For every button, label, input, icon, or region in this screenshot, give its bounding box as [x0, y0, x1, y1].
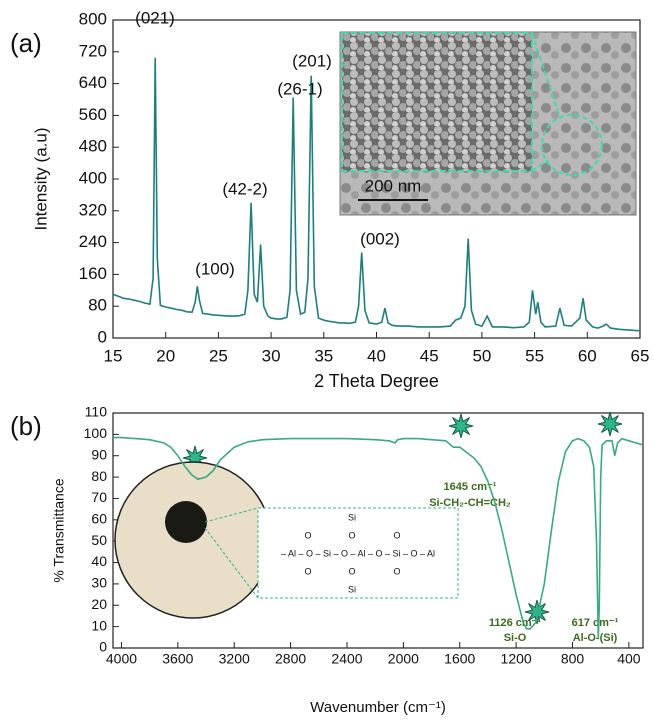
structure-text: O	[393, 530, 400, 540]
y-tick-label: 10	[91, 617, 107, 633]
x-tick-label: 50	[472, 346, 491, 365]
y-tick-label: 70	[91, 489, 107, 505]
x-tick-label: 55	[525, 346, 544, 365]
x-tick-label: 15	[104, 346, 123, 365]
x-tick-label: 1200	[501, 651, 532, 667]
y-axis-label: Intensity (a.u)	[31, 128, 50, 231]
y-tick-label: 640	[79, 73, 107, 92]
x-tick-label: 40	[367, 346, 386, 365]
x-tick-label: 3600	[162, 651, 193, 667]
x-tick-label: 2000	[388, 651, 419, 667]
x-tick-label: 2800	[275, 651, 306, 667]
star-marker	[449, 414, 473, 438]
y-tick-label: 30	[91, 575, 107, 591]
structure-text: O	[393, 566, 400, 576]
sem-image	[342, 33, 532, 171]
y-tick-label: 80	[88, 296, 107, 315]
x-tick-label: 2400	[331, 651, 362, 667]
figure: (a)1520253035404550556065080160240320400…	[0, 0, 654, 728]
x-tick-label: 20	[156, 346, 175, 365]
x-tick-label: 45	[420, 346, 439, 365]
structure-text: Si	[348, 512, 356, 522]
structure-text: O	[304, 566, 311, 576]
x-axis-label: Wavenumber (cm⁻¹)	[310, 699, 446, 716]
x-tick-label: 25	[209, 346, 228, 365]
annotation: 1126 cm⁻¹	[489, 617, 542, 629]
x-tick-label: 800	[561, 651, 585, 667]
annotation: 617 cm⁻¹	[572, 617, 619, 629]
y-tick-label: 20	[91, 596, 107, 612]
peak-label: (42-2)	[222, 179, 267, 198]
x-tick-label: 3200	[219, 651, 250, 667]
y-tick-label: 80	[91, 468, 107, 484]
star-marker	[598, 412, 622, 436]
structure-text: Si	[348, 584, 356, 594]
y-tick-label: 110	[85, 404, 108, 420]
peak-label: (002)	[360, 229, 400, 248]
scale-bar-label: 200 nm	[365, 176, 422, 195]
y-tick-label: 400	[79, 168, 107, 187]
x-tick-label: 30	[262, 346, 281, 365]
y-tick-label: 720	[79, 41, 107, 60]
y-tick-label: 560	[79, 105, 107, 124]
y-tick-label: 240	[79, 232, 107, 251]
annotation: Si-O	[504, 632, 527, 644]
y-tick-label: 0	[99, 639, 107, 655]
y-tick-label: 480	[79, 137, 107, 156]
x-tick-label: 4000	[106, 651, 137, 667]
panel-label: (a)	[10, 28, 42, 58]
annotation: Si-CH₂-CH=CH₂	[429, 497, 511, 509]
x-tick-label: 400	[617, 651, 641, 667]
y-tick-label: 0	[98, 327, 107, 346]
peak-label: (100)	[195, 259, 235, 278]
x-axis-label: 2 Theta Degree	[314, 371, 439, 391]
x-tick-label: 60	[578, 346, 597, 365]
y-tick-label: 90	[91, 446, 107, 462]
x-tick-label: 1600	[444, 651, 475, 667]
y-tick-label: 40	[91, 553, 107, 569]
annotation: Al-O-(Si)	[573, 632, 618, 644]
y-tick-label: 160	[79, 264, 107, 283]
y-tick-label: 320	[79, 200, 107, 219]
y-tick-label: 100	[84, 425, 108, 441]
sample-spot	[165, 501, 207, 543]
structure-text: O	[348, 530, 355, 540]
structure-text: O	[304, 530, 311, 540]
peak-label: (201)	[292, 51, 332, 70]
panel-label: (b)	[10, 411, 42, 441]
y-tick-label: 50	[91, 532, 107, 548]
x-tick-label: 65	[631, 346, 650, 365]
peak-label: (26-1)	[277, 79, 322, 98]
peak-label: (021)	[135, 8, 175, 27]
y-tick-label: 800	[79, 9, 107, 28]
y-tick-label: 60	[91, 511, 107, 527]
structure-text: – Al – O – Si – O – Al – O – Si – O – Al	[281, 548, 435, 558]
structure-text: O	[348, 566, 355, 576]
y-axis-label: % Transmittance	[51, 478, 67, 582]
x-tick-label: 35	[314, 346, 333, 365]
